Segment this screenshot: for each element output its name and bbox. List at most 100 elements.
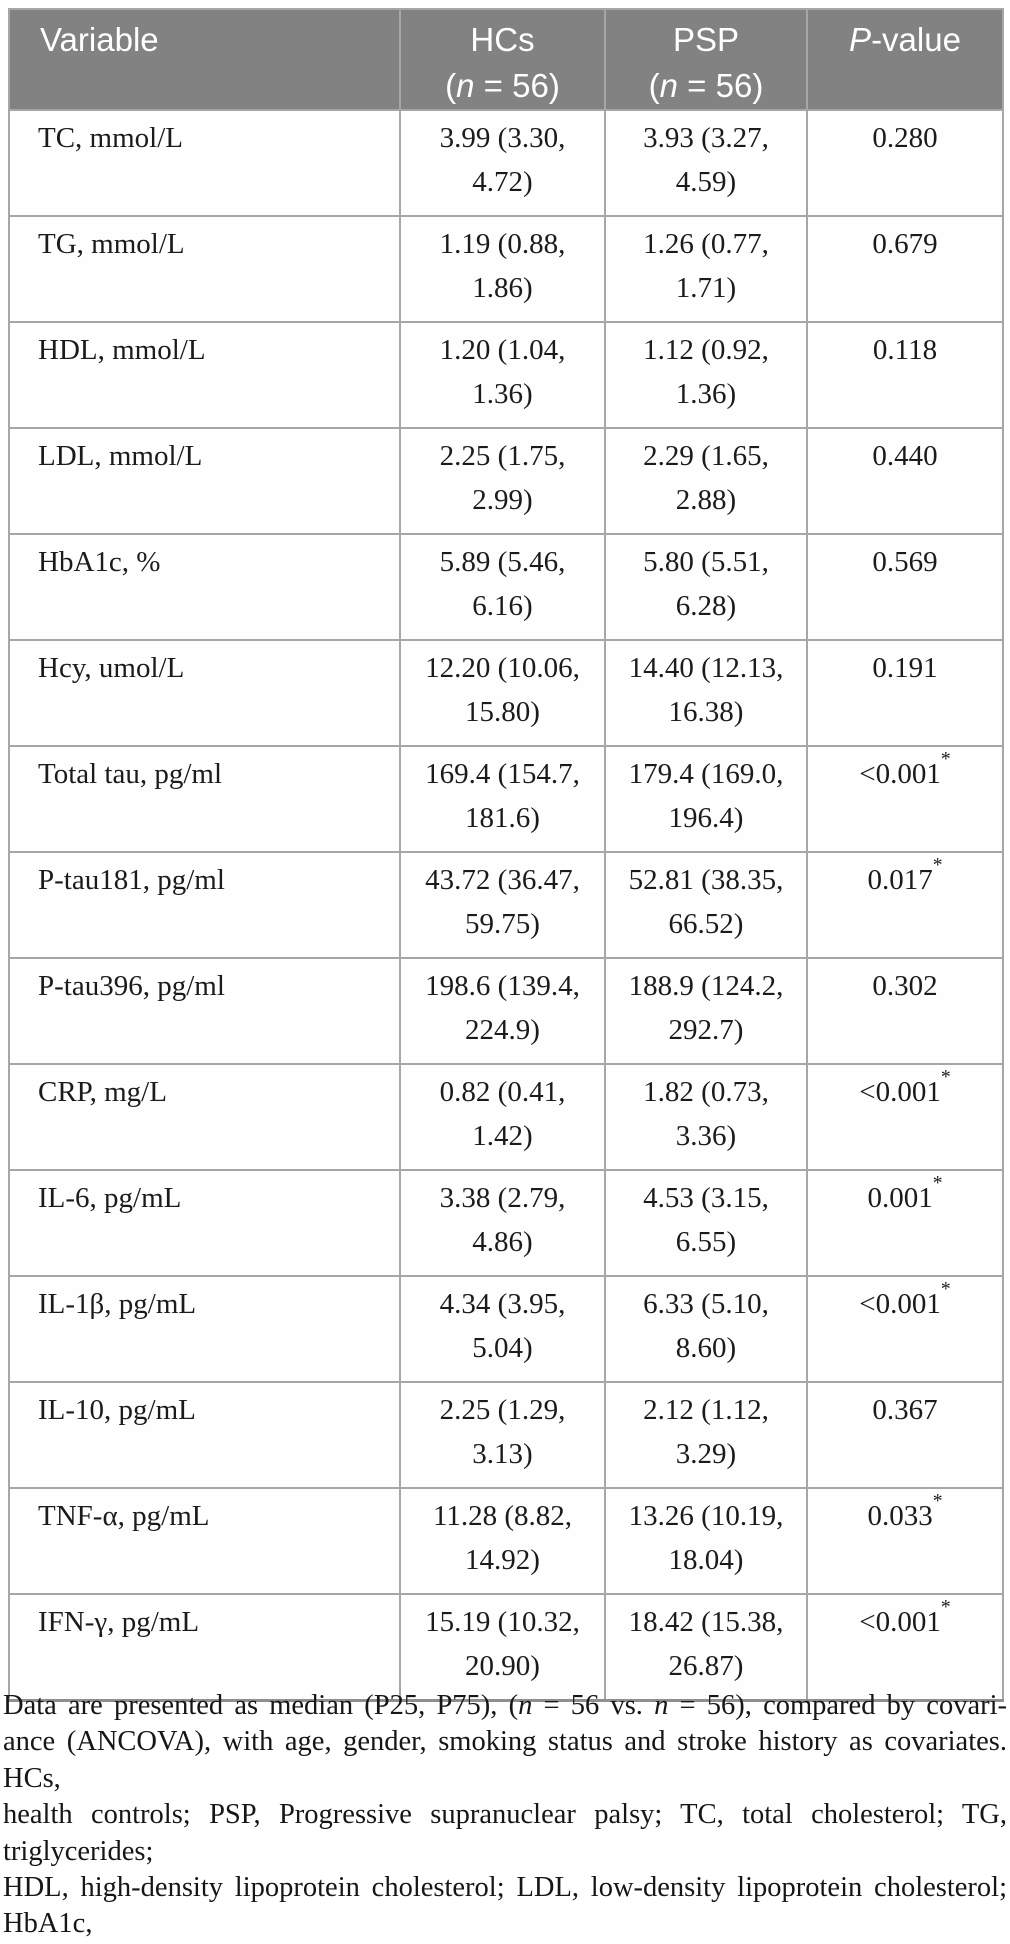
footnote-line: health controls; PSP, Progressive supran… — [3, 1799, 1007, 1867]
psp-line2: 1.36) — [675, 378, 737, 410]
hcs-cell: 2.25 (1.29, 3.13) — [399, 1381, 606, 1489]
hcs-line1: 198.6 (139.4, — [425, 970, 580, 1002]
table-row: HbA1c, % 5.89 (5.46, 6.16) 5.80 (5.51, 6… — [8, 533, 1004, 641]
col-header-hcs: HCs (n = 56) — [399, 8, 606, 111]
table-row: IL-6, pg/mL 3.38 (2.79, 4.86) 4.53 (3.15… — [8, 1169, 1004, 1277]
table-row: LDL, mmol/L 2.25 (1.75, 2.99) 2.29 (1.65… — [8, 427, 1004, 535]
psp-cell: 5.80 (5.51, 6.28) — [604, 533, 808, 641]
footnote-line: ance (ANCOVA), with age, gender, smoking… — [3, 1726, 1007, 1794]
hcs-line2: 181.6) — [465, 802, 540, 834]
hcs-cell: 15.19 (10.32, 20.90) — [399, 1593, 606, 1702]
variable-cell: CRP, mg/L — [8, 1063, 401, 1171]
table-row: P-tau181, pg/ml 43.72 (36.47, 59.75) 52.… — [8, 851, 1004, 959]
psp-line2: 6.28) — [675, 590, 737, 622]
col-header-pvalue: P-value — [806, 8, 1004, 111]
psp-cell: 52.81 (38.35, 66.52) — [604, 851, 808, 959]
hcs-line2: 1.86) — [472, 272, 533, 304]
psp-cell: 2.12 (1.12, 3.29) — [604, 1381, 808, 1489]
psp-line2: 292.7) — [668, 1014, 744, 1046]
variable-cell: P-tau396, pg/ml — [8, 957, 401, 1065]
hcs-cell: 3.38 (2.79, 4.86) — [399, 1169, 606, 1277]
table-row: P-tau396, pg/ml 198.6 (139.4, 224.9) 188… — [8, 957, 1004, 1065]
hcs-cell: 43.72 (36.47, 59.75) — [399, 851, 606, 959]
psp-cell: 6.33 (5.10, 8.60) — [604, 1275, 808, 1383]
psp-line1: 1.26 (0.77, — [643, 228, 769, 260]
psp-line2: 3.36) — [675, 1120, 737, 1152]
table-row: Hcy, umol/L 12.20 (10.06, 15.80) 14.40 (… — [8, 639, 1004, 747]
hcs-line2: 6.16) — [472, 590, 533, 622]
hcs-line2: 59.75) — [465, 908, 540, 940]
col-header-psp: PSP (n = 56) — [604, 8, 808, 111]
psp-line1: 1.12 (0.92, — [643, 334, 769, 366]
psp-cell: 14.40 (12.13, 16.38) — [604, 639, 808, 747]
hcs-line2: 1.42) — [472, 1120, 533, 1152]
hcs-line2: 4.72) — [472, 166, 533, 198]
psp-line1: 1.82 (0.73, — [643, 1076, 769, 1108]
hcs-line1: 0.82 (0.41, — [439, 1076, 566, 1108]
variable-cell: TC, mmol/L — [8, 109, 401, 217]
p-value-cell: <0.001* — [806, 1063, 1004, 1171]
psp-cell: 188.9 (124.2, 292.7) — [604, 957, 808, 1065]
variable-cell: TG, mmol/L — [8, 215, 401, 323]
psp-line1: 3.93 (3.27, — [643, 122, 769, 154]
hcs-line2: 14.92) — [465, 1544, 540, 1576]
hcs-line2: 15.80) — [465, 696, 540, 728]
hcs-line2: 20.90) — [465, 1650, 540, 1682]
variable-cell: IFN-γ, pg/mL — [8, 1593, 401, 1702]
psp-cell: 2.29 (1.65, 2.88) — [604, 427, 808, 535]
hcs-cell: 0.82 (0.41, 1.42) — [399, 1063, 606, 1171]
hcs-line2: 2.99) — [472, 484, 533, 516]
psp-line1: 18.42 (15.38, — [628, 1606, 784, 1638]
hcs-cell: 1.19 (0.88, 1.86) — [399, 215, 606, 323]
table-row: CRP, mg/L 0.82 (0.41, 1.42) 1.82 (0.73, … — [8, 1063, 1004, 1171]
hcs-cell: 12.20 (10.06, 15.80) — [399, 639, 606, 747]
psp-cell: 1.82 (0.73, 3.36) — [604, 1063, 808, 1171]
hcs-cell: 3.99 (3.30, 4.72) — [399, 109, 606, 217]
variable-cell: Total tau, pg/ml — [8, 745, 401, 853]
psp-line1: 6.33 (5.10, — [643, 1288, 769, 1320]
p-value-cell: 0.001* — [806, 1169, 1004, 1277]
table-body: TC, mmol/L 3.99 (3.30, 4.72) 3.93 (3.27,… — [8, 109, 1004, 1702]
psp-line1: 188.9 (124.2, — [628, 970, 784, 1002]
p-value-cell: <0.001* — [806, 745, 1004, 853]
table-row: HDL, mmol/L 1.20 (1.04, 1.36) 1.12 (0.92… — [8, 321, 1004, 429]
hcs-line1: 1.19 (0.88, — [439, 228, 566, 260]
variable-cell: LDL, mmol/L — [8, 427, 401, 535]
col-header-variable: Variable — [8, 8, 401, 111]
table-row: TG, mmol/L 1.19 (0.88, 1.86) 1.26 (0.77,… — [8, 215, 1004, 323]
variable-cell: IL-1β, pg/mL — [8, 1275, 401, 1383]
hcs-line2: 1.36) — [472, 378, 533, 410]
hcs-cell: 5.89 (5.46, 6.16) — [399, 533, 606, 641]
hcs-line1: 3.38 (2.79, — [439, 1182, 566, 1214]
footnote: Data are presented as median (P25, P75),… — [3, 1688, 1007, 1944]
hcs-line1: 12.20 (10.06, — [425, 652, 580, 684]
hcs-cell: 4.34 (3.95, 5.04) — [399, 1275, 606, 1383]
p-value-cell: <0.001* — [806, 1593, 1004, 1702]
table-row: IFN-γ, pg/mL 15.19 (10.32, 20.90) 18.42 … — [8, 1593, 1004, 1702]
psp-line2: 26.87) — [668, 1650, 744, 1682]
psp-line2: 6.55) — [675, 1226, 737, 1258]
psp-line1: 5.80 (5.51, — [643, 546, 769, 578]
hcs-cell: 11.28 (8.82, 14.92) — [399, 1487, 606, 1595]
hcs-line1: 1.20 (1.04, — [439, 334, 566, 366]
header-row: Variable HCs (n = 56) PSP (n = 56) P-value — [8, 8, 1004, 111]
psp-line1: 52.81 (38.35, — [628, 864, 784, 896]
hcs-cell: 198.6 (139.4, 224.9) — [399, 957, 606, 1065]
psp-cell: 4.53 (3.15, 6.55) — [604, 1169, 808, 1277]
p-value-cell: 0.118 — [806, 321, 1004, 429]
table-row: TNF-α, pg/mL 11.28 (8.82, 14.92) 13.26 (… — [8, 1487, 1004, 1595]
variable-cell: IL-10, pg/mL — [8, 1381, 401, 1489]
hcs-line1: 43.72 (36.47, — [425, 864, 580, 896]
psp-line2: 2.88) — [675, 484, 737, 516]
table-row: Total tau, pg/ml 169.4 (154.7, 181.6) 17… — [8, 745, 1004, 853]
psp-line2: 16.38) — [668, 696, 744, 728]
footnote-line: HDL, high-density lipoprotein cholestero… — [3, 1872, 1007, 1940]
variable-cell: P-tau181, pg/ml — [8, 851, 401, 959]
results-table: Variable HCs (n = 56) PSP (n = 56) P-value… — [8, 8, 1004, 1702]
hcs-line1: 5.89 (5.46, — [439, 546, 566, 578]
psp-line1: 179.4 (169.0, — [628, 758, 784, 790]
hcs-line1: 2.25 (1.75, — [439, 440, 566, 472]
hcs-line2: 3.13) — [472, 1438, 533, 1470]
psp-cell: 179.4 (169.0, 196.4) — [604, 745, 808, 853]
psp-line1: 2.29 (1.65, — [643, 440, 769, 472]
